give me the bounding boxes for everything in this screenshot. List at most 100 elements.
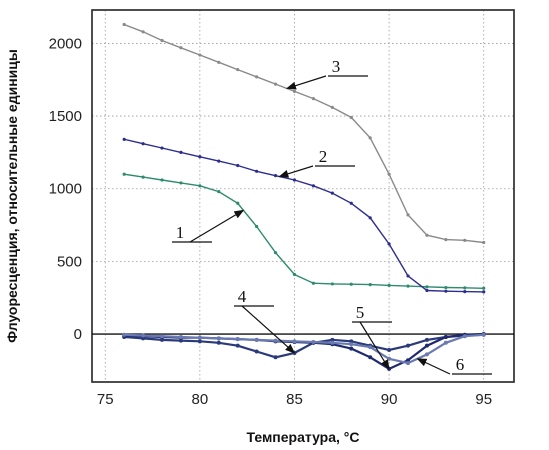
series-label-1: 1 [176, 223, 185, 242]
callout-arrow [189, 209, 245, 243]
data-point [311, 97, 316, 101]
data-point [406, 274, 410, 278]
series-line-6 [124, 333, 484, 365]
x-tick-label: 90 [381, 391, 398, 408]
data-point [160, 334, 165, 339]
data-point [217, 190, 221, 194]
data-point [349, 339, 354, 344]
data-point [292, 89, 297, 93]
data-point [198, 184, 202, 188]
data-point [330, 191, 334, 195]
data-point [425, 288, 429, 293]
data-point [406, 361, 411, 366]
data-point [425, 285, 429, 289]
data-point [178, 334, 183, 339]
data-point [255, 224, 259, 229]
y-tick-label: 500 [57, 253, 82, 270]
data-point [368, 283, 372, 287]
data-point [463, 290, 467, 294]
data-point [330, 282, 334, 286]
data-point [330, 337, 335, 342]
data-point [311, 340, 316, 345]
callout-2: 2 [278, 147, 355, 178]
y-tick-label: 1500 [49, 108, 82, 125]
series-line-2 [124, 138, 484, 293]
tick-labels: 75 80 85 90 95 0 500 1000 1500 2000 [49, 35, 492, 408]
callout-6: 6 [416, 355, 492, 375]
data-point [330, 105, 334, 109]
series-group [122, 22, 486, 371]
data-point [443, 340, 448, 345]
data-point [349, 282, 353, 286]
data-point [122, 22, 126, 27]
data-point [292, 339, 297, 344]
series-label-2: 2 [319, 147, 328, 166]
data-point [368, 136, 372, 140]
callout-arrow [359, 321, 390, 370]
data-point [160, 337, 165, 342]
data-point [160, 38, 164, 43]
data-point [141, 175, 145, 179]
data-point [160, 178, 164, 182]
data-point [463, 286, 467, 290]
data-point [197, 339, 202, 344]
data-point [179, 150, 183, 155]
callout-arrow [285, 75, 327, 90]
y-tick-label: 0 [74, 326, 82, 343]
data-point [387, 242, 391, 246]
data-point [311, 281, 316, 285]
data-point [330, 340, 335, 345]
data-point [368, 355, 373, 360]
callout-1: 1 [172, 209, 245, 243]
data-point [141, 333, 146, 338]
data-point [273, 338, 278, 343]
data-point [311, 184, 316, 188]
callout-5: 5 [352, 303, 392, 370]
data-point [463, 238, 467, 242]
data-point [235, 337, 240, 342]
callout-3: 3 [285, 57, 368, 90]
data-point [254, 337, 259, 342]
series-label-5: 5 [356, 303, 365, 322]
data-point [273, 82, 278, 86]
data-point [443, 334, 448, 339]
data-point [216, 340, 221, 345]
data-point [236, 67, 240, 72]
x-tick-label: 75 [97, 391, 114, 408]
data-point [122, 137, 126, 141]
data-point [482, 240, 486, 245]
data-point [273, 251, 278, 255]
data-point [217, 159, 221, 163]
data-point [349, 342, 354, 347]
data-point [425, 233, 429, 237]
series-line-1 [124, 173, 484, 289]
callout-arrow [416, 358, 451, 375]
data-point [179, 181, 183, 185]
data-point [444, 237, 448, 242]
series-label-4: 4 [238, 287, 247, 306]
x-axis-title: Температура, °C [246, 429, 359, 445]
data-point [387, 356, 392, 361]
data-point [368, 345, 373, 350]
data-point [141, 30, 145, 34]
series-label-6: 6 [456, 355, 465, 374]
x-tick-label: 95 [475, 391, 492, 408]
data-point [481, 332, 486, 337]
data-point [406, 284, 410, 288]
data-point [197, 335, 202, 340]
data-point [141, 142, 145, 146]
data-point [444, 289, 448, 293]
data-point [292, 178, 297, 182]
data-point [349, 201, 353, 205]
series-callouts: 1 2 3 4 5 6 [172, 57, 492, 375]
data-point [254, 349, 259, 354]
data-point [235, 343, 240, 348]
data-point [349, 346, 354, 351]
data-point [273, 355, 278, 360]
series-line-4 [124, 333, 484, 359]
data-point [462, 334, 467, 339]
series-line-3 [123, 23, 484, 244]
data-point [406, 213, 410, 217]
data-point [406, 358, 411, 363]
callout-arrow [241, 305, 296, 354]
